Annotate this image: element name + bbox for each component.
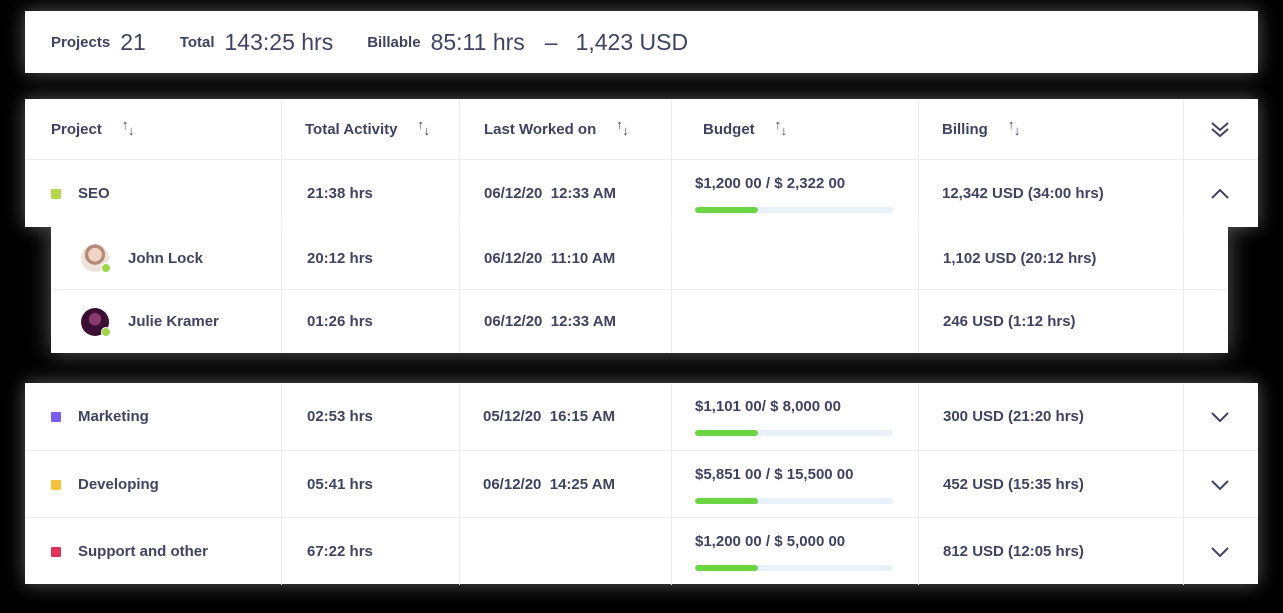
project-last-worked: 06/12/20 14:25 AM xyxy=(483,476,616,493)
member-last-worked: 06/12/20 12:33 AM xyxy=(484,313,617,330)
project-budget: $1,101 00/ $ 8,000 00 xyxy=(695,383,893,450)
project-name: Marketing xyxy=(78,408,149,425)
avatar xyxy=(81,307,111,337)
budget-progress-bar xyxy=(695,564,893,571)
collapse-all-button[interactable] xyxy=(1209,99,1231,159)
project-row-support[interactable]: Support and other 67:22 hrs $1,200 00 / … xyxy=(25,517,1258,585)
sort-arrows-icon[interactable] xyxy=(1008,117,1022,138)
project-budget: $1,200 00 / $ 2,322 00 xyxy=(695,160,893,227)
chevron-up-icon xyxy=(1211,188,1229,199)
project-name: Support and other xyxy=(78,543,208,560)
project-activity: 67:22 hrs xyxy=(307,543,373,560)
budget-progress-bar xyxy=(695,497,893,504)
member-last-worked: 06/12/20 11:10 AM xyxy=(484,249,616,267)
sort-arrows-icon[interactable] xyxy=(775,117,789,138)
budget-progress-bar xyxy=(695,429,893,436)
total-label: Total xyxy=(179,33,215,51)
project-last-worked xyxy=(483,518,491,585)
project-name-cell: Marketing xyxy=(51,383,149,450)
project-billing: 452 USD (15:35 hrs) xyxy=(943,476,1084,493)
expand-row-button[interactable] xyxy=(1209,518,1231,585)
member-row-john-lock[interactable]: John Lock 20:12 hrs 06/12/20 11:10 AM 1,… xyxy=(51,227,1228,289)
member-name-cell: Julie Kramer xyxy=(81,290,219,353)
projects-table-continued: Marketing 02:53 hrs 05/12/20 16:15 AM $1… xyxy=(25,383,1258,585)
project-billing: 12,342 USD (34:00 hrs) xyxy=(942,185,1104,202)
projects-label: Projects xyxy=(51,33,111,51)
billable-separator: – xyxy=(544,28,558,55)
member-name: John Lock xyxy=(128,249,204,267)
project-last-worked: 05/12/20 16:15 AM xyxy=(483,408,616,425)
project-name-cell: Developing xyxy=(51,451,159,518)
project-name-cell: SEO xyxy=(51,160,110,227)
project-last-worked: 06/12/20 12:33 AM xyxy=(484,185,617,202)
total-hours: 143:25 hrs xyxy=(224,28,334,55)
project-name: Developing xyxy=(78,476,159,493)
billable-amount: 1,423 USD xyxy=(575,28,689,55)
member-activity: 20:12 hrs xyxy=(307,249,373,267)
expand-row-button[interactable] xyxy=(1209,383,1231,450)
project-color-swatch xyxy=(51,479,61,490)
chevron-down-icon xyxy=(1211,546,1229,557)
column-billing[interactable]: Billing xyxy=(942,99,1022,159)
project-row-seo[interactable]: SEO 21:38 hrs 06/12/20 12:33 AM $1,200 0… xyxy=(25,159,1258,227)
online-status-dot xyxy=(101,263,111,273)
project-row-marketing[interactable]: Marketing 02:53 hrs 05/12/20 16:15 AM $1… xyxy=(25,383,1258,450)
member-billing: 1,102 USD (20:12 hrs) xyxy=(943,249,1097,267)
table-header: Project Total Activity Last Worked on Bu… xyxy=(25,99,1258,159)
project-billing: 812 USD (12:05 hrs) xyxy=(943,543,1084,560)
member-name: Julie Kramer xyxy=(128,313,219,330)
column-project[interactable]: Project xyxy=(51,99,136,159)
collapse-row-button[interactable] xyxy=(1209,160,1231,227)
sort-arrows-icon[interactable] xyxy=(418,117,432,138)
projects-count: 21 xyxy=(120,28,146,55)
column-total-activity[interactable]: Total Activity xyxy=(305,99,432,159)
chevron-down-icon xyxy=(1211,479,1229,490)
project-color-swatch xyxy=(51,188,61,199)
billable-label: Billable xyxy=(367,33,421,51)
project-name-cell: Support and other xyxy=(51,518,208,585)
projects-table: Project Total Activity Last Worked on Bu… xyxy=(25,99,1258,227)
sort-arrows-icon[interactable] xyxy=(616,117,630,138)
member-billing: 246 USD (1:12 hrs) xyxy=(943,313,1076,330)
billable-hours: 85:11 hrs xyxy=(430,28,525,55)
project-row-developing[interactable]: Developing 05:41 hrs 06/12/20 14:25 AM $… xyxy=(25,450,1258,518)
project-name: SEO xyxy=(78,185,110,202)
project-activity: 21:38 hrs xyxy=(307,185,373,202)
expand-row-button[interactable] xyxy=(1209,451,1231,518)
sort-arrows-icon[interactable] xyxy=(122,117,136,138)
double-chevron-down-icon xyxy=(1211,122,1229,138)
project-budget: $1,200 00 / $ 5,000 00 xyxy=(695,518,893,585)
column-budget[interactable]: Budget xyxy=(703,99,789,159)
member-row-julie-kramer[interactable]: Julie Kramer 01:26 hrs 06/12/20 12:33 AM… xyxy=(51,289,1228,353)
project-color-swatch xyxy=(51,546,61,557)
member-name-cell: John Lock xyxy=(81,227,203,289)
avatar xyxy=(81,244,111,273)
project-activity: 05:41 hrs xyxy=(307,476,373,493)
summary-bar: Projects 21 Total 143:25 hrs Billable 85… xyxy=(25,11,1258,73)
seo-members-panel: John Lock 20:12 hrs 06/12/20 11:10 AM 1,… xyxy=(51,227,1228,353)
budget-progress-bar xyxy=(695,206,893,213)
chevron-down-icon xyxy=(1211,411,1229,422)
online-status-dot xyxy=(101,326,111,337)
column-last-worked[interactable]: Last Worked on xyxy=(484,99,630,159)
project-activity: 02:53 hrs xyxy=(307,408,373,425)
member-activity: 01:26 hrs xyxy=(307,313,373,330)
project-color-swatch xyxy=(51,411,61,422)
project-budget: $5,851 00 / $ 15,500 00 xyxy=(695,451,893,518)
project-billing: 300 USD (21:20 hrs) xyxy=(943,408,1084,425)
